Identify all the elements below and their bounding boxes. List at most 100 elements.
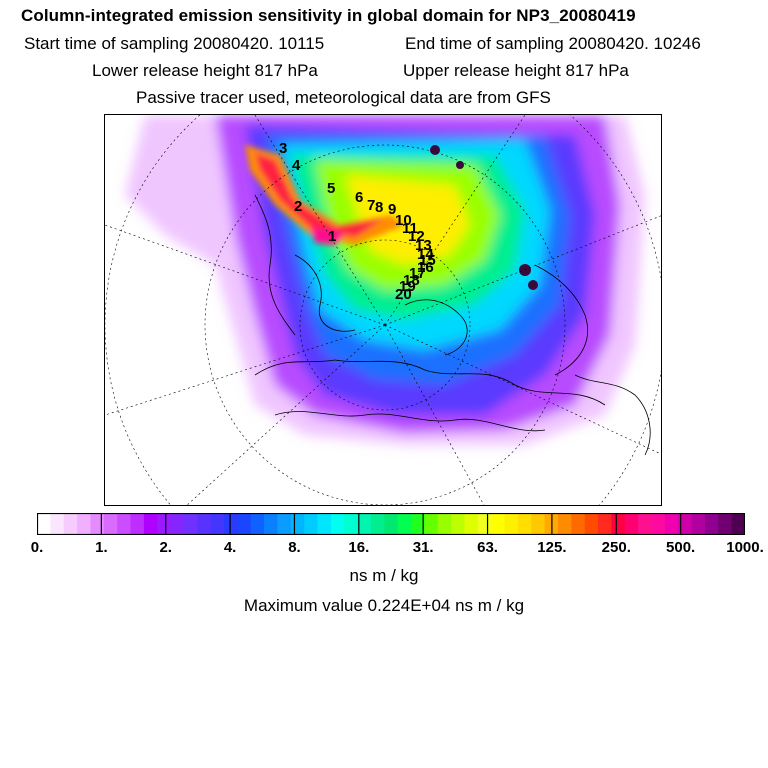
- colorbar-swatch: [77, 513, 92, 535]
- dark-patches: [430, 145, 538, 290]
- colorbar-swatch: [130, 513, 145, 535]
- colorbar-tick-label: 63.: [477, 539, 498, 556]
- trajectory-label: 2: [294, 198, 302, 215]
- colorbar-swatch: [157, 513, 172, 535]
- colorbar-swatch: [250, 513, 265, 535]
- colorbar-swatch: [731, 513, 745, 535]
- colorbar-swatch: [651, 513, 666, 535]
- colorbar-swatch: [304, 513, 319, 535]
- colorbar-swatch: [571, 513, 586, 535]
- sampling-start: Start time of sampling 20080420. 10115: [24, 34, 325, 53]
- colorbar-swatch: [638, 513, 653, 535]
- colorbar-swatch: [37, 513, 51, 535]
- colorbar-swatch: [90, 513, 105, 535]
- trajectory-label: 17: [409, 265, 426, 282]
- colorbar-swatch: [237, 513, 252, 535]
- colorbar-swatch: [678, 513, 693, 535]
- figure-title: Column-integrated emission sensitivity i…: [21, 6, 636, 25]
- colorbar-tick-label: 250.: [601, 539, 631, 556]
- colorbar-swatch: [531, 513, 546, 535]
- trajectory-label: 13: [415, 237, 432, 254]
- colorbar-swatch: [63, 513, 78, 535]
- colorbar-swatch: [117, 513, 132, 535]
- tracer-note: Passive tracer used, meteorological data…: [136, 88, 551, 107]
- high-sensitivity-plume: [245, 145, 405, 245]
- colorbar-swatch: [437, 513, 452, 535]
- polar-grid: [105, 115, 661, 505]
- colorbar-swatch: [517, 513, 532, 535]
- colorbar-swatch: [411, 513, 425, 535]
- trajectory-label: 5: [327, 180, 335, 197]
- colorbar-swatch: [183, 513, 198, 535]
- colorbar-swatch: [264, 513, 279, 535]
- colorbar-units: ns m / kg: [349, 566, 419, 585]
- colorbar-tick-label: 125.: [537, 539, 567, 556]
- trajectory-label: 8: [375, 199, 383, 216]
- colorbar-swatch: [197, 513, 212, 535]
- colorbar-swatch: [170, 513, 185, 535]
- colorbar-swatch: [224, 513, 238, 535]
- release-lower: Lower release height 817 hPa: [92, 61, 318, 80]
- colorbar-border: [37, 513, 745, 535]
- trajectory-label: 16: [417, 259, 434, 276]
- colorbar-tick-label: 31.: [412, 539, 434, 556]
- colorbar-tick-label: 500.: [666, 539, 696, 556]
- trajectory-label: 20: [395, 286, 412, 303]
- colorbar-swatch: [491, 513, 506, 535]
- colorbar-swatch: [464, 513, 479, 535]
- map-canvas: 3 4 5 6 2 1 7 8 9 10 11 12 13 14 15 16 1…: [105, 115, 661, 505]
- colorbar-swatch: [143, 513, 158, 535]
- colorbar-swatch: [451, 513, 466, 535]
- release-upper: Upper release height 817 hPa: [403, 61, 629, 80]
- colorbar-tick-label: 16.: [348, 539, 370, 556]
- trajectory-label: 15: [419, 252, 436, 269]
- colorbar-tick-label: 2.: [159, 539, 172, 556]
- trajectory-label: 3: [279, 140, 287, 157]
- colorbar-tick-label: 4.: [223, 539, 237, 556]
- colorbar-swatch: [557, 513, 572, 535]
- colorbar-swatch: [210, 513, 225, 535]
- colorbar-tick-label: 0.: [30, 539, 44, 556]
- colorbar-swatch: [357, 513, 372, 535]
- colorbar-swatch: [598, 513, 613, 535]
- trajectory-label: 18: [403, 272, 420, 289]
- colorbar-swatch: [477, 513, 492, 535]
- colorbar-swatch: [103, 513, 118, 535]
- colorbar-swatch: [691, 513, 706, 535]
- colorbar-swatch: [624, 513, 639, 535]
- colorbar-swatch: [611, 513, 626, 535]
- trajectory-label: 1: [328, 228, 336, 245]
- colorbar-swatch: [330, 513, 345, 535]
- colorbar-swatch: [370, 513, 385, 535]
- trajectory-label: 19: [399, 278, 416, 295]
- colorbar-swatch: [277, 513, 292, 535]
- colorbar-tick-label: 1000.: [726, 539, 764, 556]
- colorbar-swatch: [317, 513, 332, 535]
- colorbar-tick-label: 8.: [288, 539, 301, 556]
- coastlines: [254, 194, 651, 456]
- colorbar-swatch: [290, 513, 305, 535]
- colorbar-swatch: [397, 513, 412, 535]
- trajectory-labels: 3 4 5 6 2 1 7 8 9 10 11 12 13 14 15 16 1…: [279, 140, 436, 303]
- colorbar-swatch: [664, 513, 679, 535]
- trajectory-label: 11: [402, 220, 418, 237]
- colorbar-swatch: [344, 513, 359, 535]
- map-panel: 3 4 5 6 2 1 7 8 9 10 11 12 13 14 15 16 1…: [104, 114, 662, 506]
- trajectory-label: 14: [417, 246, 434, 263]
- colorbar-tick-label: 1.: [95, 539, 108, 556]
- colorbar-swatch: [704, 513, 719, 535]
- colorbar-swatch: [424, 513, 439, 535]
- colorbar-swatch: [504, 513, 519, 535]
- colorbar-swatch: [584, 513, 599, 535]
- trajectory-label: 10: [395, 212, 412, 229]
- sampling-end: End time of sampling 20080420. 10246: [405, 34, 701, 53]
- colorbar-swatch: [384, 513, 399, 535]
- trajectory-label: 12: [408, 228, 425, 245]
- trajectory-label: 9: [388, 201, 396, 218]
- colorbar-swatch: [50, 513, 65, 535]
- trajectory-label: 6: [355, 189, 363, 206]
- colorbar-swatch: [718, 513, 733, 535]
- maximum-value: Maximum value 0.224E+04 ns m / kg: [243, 596, 525, 615]
- colorbar: [37, 513, 745, 535]
